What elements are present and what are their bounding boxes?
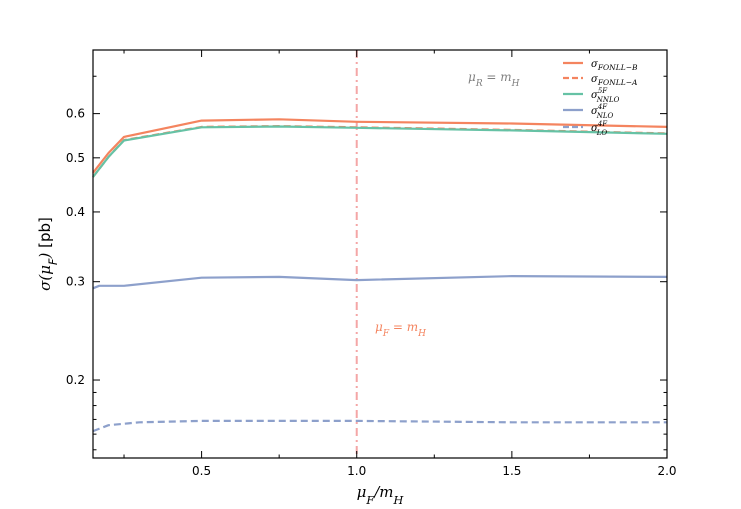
- series-line-4: [92, 419, 667, 433]
- legend-label-0: σFONLL−B: [591, 59, 638, 72]
- legend-label-3: σ4F NLO: [591, 103, 614, 120]
- plot-frame: [92, 49, 668, 459]
- legend-label-2: σ5F NNLO: [591, 87, 620, 104]
- x-tick-label: 0.5: [192, 464, 211, 478]
- y-tick-label: 0.6: [66, 107, 85, 121]
- series-line-1: [92, 125, 668, 178]
- y-tick-label: 0.3: [66, 275, 85, 289]
- y-tick-label: 0.2: [66, 373, 85, 387]
- series-line-3: [92, 275, 668, 290]
- annotation-muF: μF = mH: [375, 320, 426, 339]
- y-tick-label: 0.4: [66, 205, 85, 219]
- x-tick-label: 1.5: [502, 464, 521, 478]
- axes: 0.5 1.0 1.5 2.0 0.2 0.3 0.4 0.5 0.6 μF/mH σ(μF) [p…: [36, 49, 677, 507]
- legend-label-4: σ4F LO: [591, 120, 608, 137]
- x-tick-label: 1.0: [347, 464, 366, 478]
- y-tick-label: 0.5: [66, 151, 85, 165]
- annotation-muR: μR = mH: [468, 70, 520, 89]
- x-axis-label: μF/mH: [357, 483, 404, 507]
- series-line-2: [92, 125, 668, 178]
- plot-area: [92, 50, 668, 458]
- series-line-0: [92, 118, 668, 174]
- y-axis-label: σ(μF) [pb]: [36, 217, 60, 291]
- x-tick-label: 2.0: [657, 464, 676, 478]
- legend-label-1: σFONLL−A: [591, 74, 638, 87]
